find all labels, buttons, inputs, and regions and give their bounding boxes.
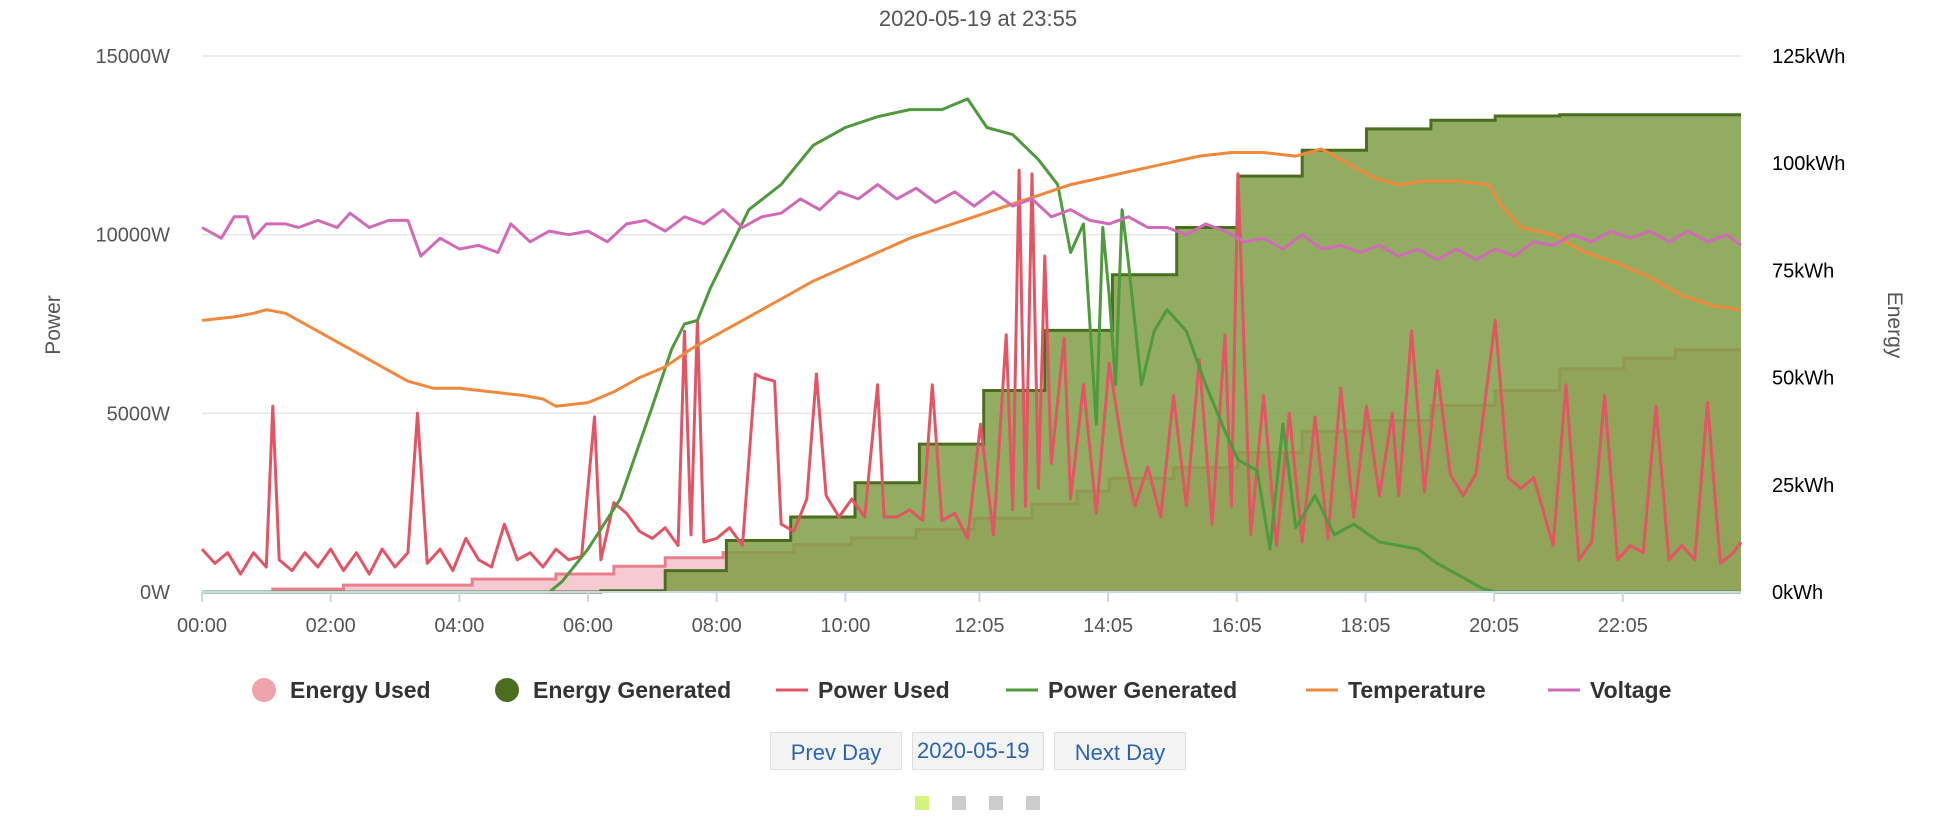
y-right-tick-label: 0kWh [1772,582,1823,604]
axes: 0W 5000W 10000W 15000W 0kWh 25kWh 50kWh 75kWh 10… [96,46,1846,637]
x-tick-label: 22:05 [1598,615,1648,637]
energy-generated-outline [202,113,1741,594]
y-right-tick-label: 25kWh [1772,475,1834,497]
voltage-line [201,183,1742,262]
y-right-tick-label: 75kWh [1772,260,1834,282]
power-generated-line [202,97,1741,594]
x-tick-label: 02:00 [306,615,356,637]
y-axis-right-title: Energy [1883,292,1906,359]
next-day-button[interactable]: Next Day [1054,732,1186,770]
energy-generated-legend-label: Energy Generated [533,677,731,703]
y-left-tick-label: 0W [140,582,170,604]
page-indicator [0,796,1956,812]
energy-used-legend-label: Energy Used [290,677,431,703]
y-left-tick-label: 15000W [96,46,171,68]
x-tick-label: 20:05 [1469,615,1519,637]
energy-generated-area [202,114,1741,592]
chart-title: 2020-05-19 at 23:55 [879,6,1077,31]
y-left-tick-label: 5000W [107,403,170,425]
y-left-tick-label: 10000W [96,225,171,247]
day-navigation: Prev Day 2020-05-19 Next Day [0,732,1956,772]
x-tick-label: 18:05 [1340,615,1390,637]
date-input[interactable]: 2020-05-19 [912,732,1044,770]
power-generated-legend-label: Power Generated [1048,677,1237,703]
power-used-legend-label: Power Used [818,677,950,703]
line-series [200,97,1743,594]
temperature-line [201,147,1742,408]
area-series [202,113,1741,594]
x-tick-label: 12:05 [954,615,1004,637]
x-tick-label: 08:00 [692,615,742,637]
x-tick-label: 10:00 [820,615,870,637]
prev-day-button[interactable]: Prev Day [770,732,902,770]
x-tick-label: 16:05 [1212,615,1262,637]
x-tick-label: 14:05 [1083,615,1133,637]
y-right-tick-label: 50kWh [1772,368,1834,390]
x-tick-label: 06:00 [563,615,613,637]
y-right-tick-label: 125kWh [1772,46,1845,68]
y-right-tick-label: 100kWh [1772,153,1845,175]
page-dot[interactable] [989,796,1003,810]
page-dot[interactable] [952,796,966,810]
energy-used-legend-symbol [252,678,276,702]
x-tick-label: 00:00 [177,615,227,637]
energy-generated-legend-symbol [495,678,519,702]
legend: Energy Used Energy Generated Power Used Pow… [252,677,1671,703]
x-tick-label: 04:00 [434,615,484,637]
page-dot[interactable] [1026,796,1040,810]
voltage-legend-label: Voltage [1590,677,1671,703]
y-axis-left-title: Power [42,295,65,355]
page-dot[interactable] [915,796,929,810]
power-used-line [200,168,1743,576]
temperature-legend-label: Temperature [1348,677,1486,703]
